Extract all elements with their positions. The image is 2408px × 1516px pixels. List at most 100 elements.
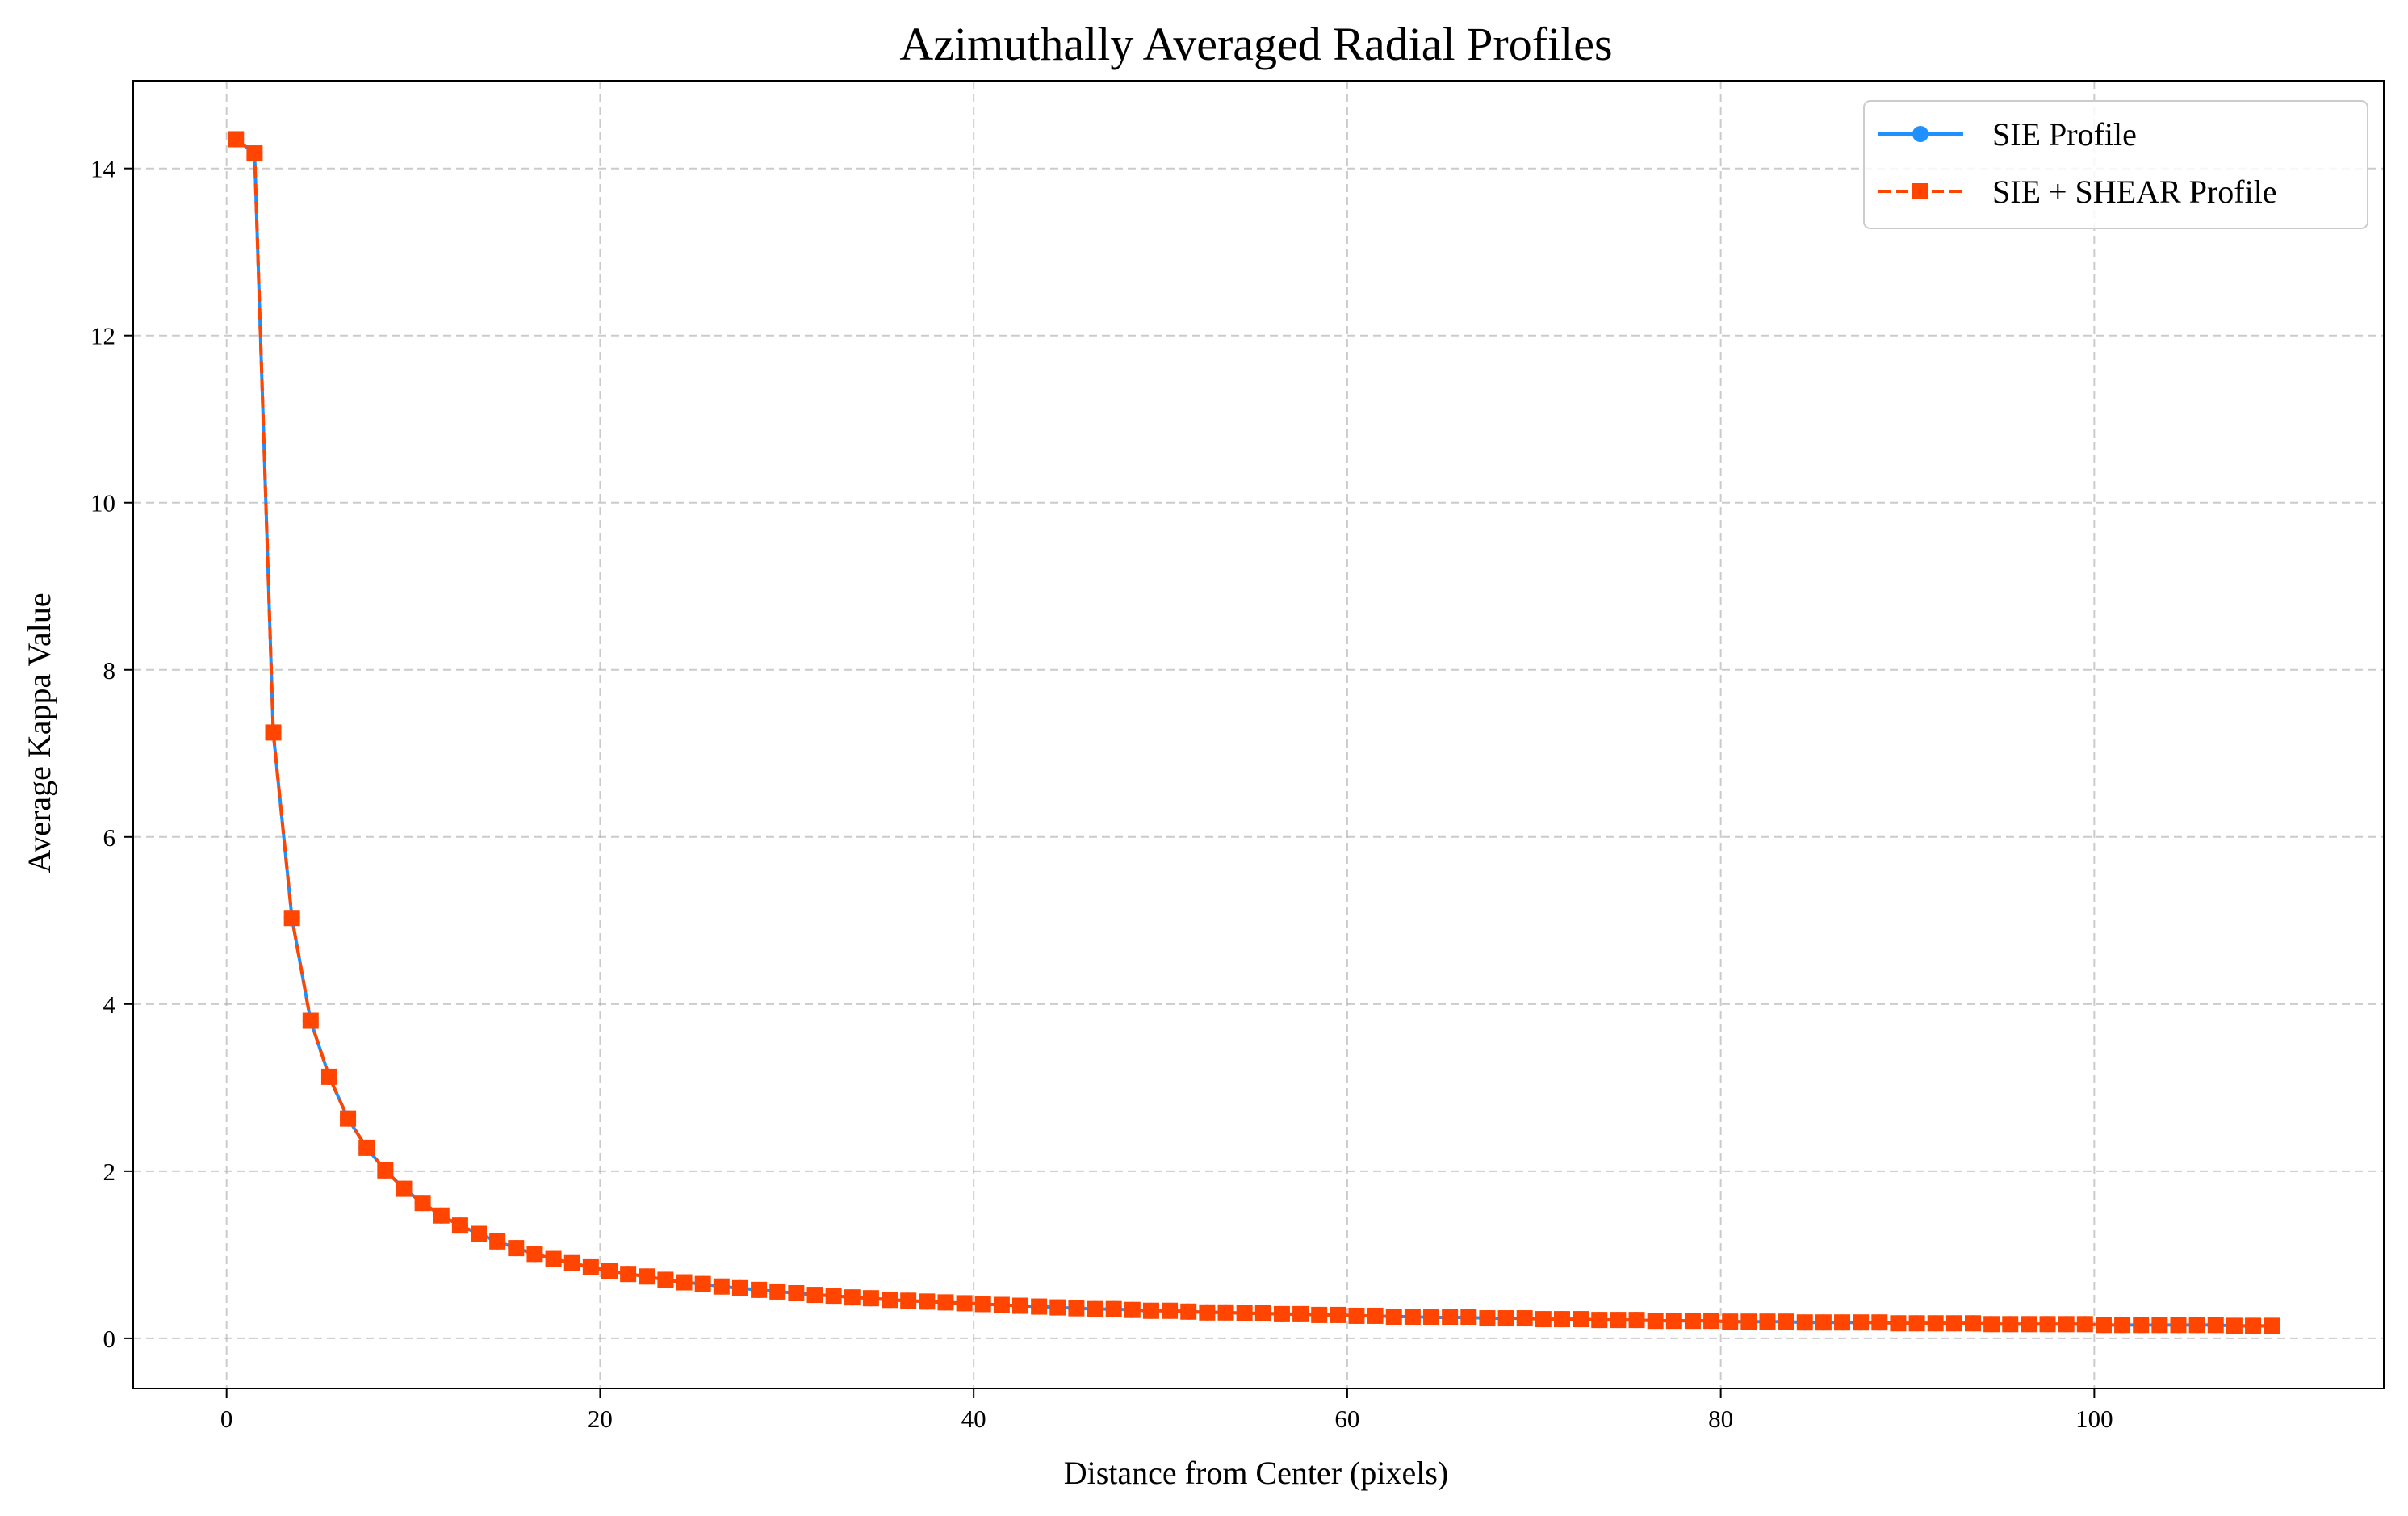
plot-area <box>228 131 2280 1334</box>
data-point <box>1348 1307 1365 1324</box>
data-point <box>2188 1317 2205 1334</box>
data-point <box>769 1283 786 1300</box>
data-point <box>862 1290 879 1307</box>
data-point <box>302 1012 319 1029</box>
y-tick-label: 12 <box>90 322 115 350</box>
data-point <box>1442 1309 1459 1326</box>
data-point <box>2264 1317 2280 1334</box>
data-point <box>1778 1313 1794 1330</box>
data-point <box>1330 1306 1346 1323</box>
legend-marker-circle-icon <box>1912 126 1928 142</box>
data-point <box>900 1292 917 1309</box>
series-sie <box>228 131 2280 1334</box>
data-point <box>806 1287 823 1304</box>
data-point <box>1012 1297 1029 1314</box>
series-sie-shear <box>228 131 2280 1334</box>
data-point <box>1853 1314 1870 1331</box>
data-point <box>676 1274 693 1291</box>
legend-entry-sie-shear: SIE + SHEAR Profile <box>1878 174 2277 210</box>
y-axis-label: Average Kappa Value <box>21 593 57 873</box>
data-point <box>414 1195 431 1212</box>
y-tick-label: 14 <box>90 155 116 183</box>
data-point <box>2076 1316 2093 1333</box>
data-point <box>1124 1301 1141 1318</box>
data-point <box>1684 1313 1701 1330</box>
data-point <box>919 1293 936 1310</box>
data-point <box>937 1294 954 1311</box>
data-point <box>1273 1305 1290 1322</box>
data-point <box>1908 1315 1925 1332</box>
data-point <box>2058 1316 2075 1333</box>
legend-box <box>1863 100 2368 229</box>
data-point <box>788 1284 805 1301</box>
data-point <box>1199 1304 1216 1321</box>
data-point <box>1385 1308 1402 1325</box>
data-point <box>2114 1317 2131 1334</box>
data-point <box>620 1266 637 1283</box>
data-point <box>340 1110 357 1127</box>
data-point <box>471 1225 488 1242</box>
data-point <box>377 1162 394 1179</box>
legend-label-sie-shear: SIE + SHEAR Profile <box>1992 174 2277 210</box>
data-point <box>2021 1316 2037 1333</box>
data-point <box>563 1254 580 1271</box>
data-point <box>246 145 263 162</box>
data-point <box>1162 1302 1179 1319</box>
data-point <box>1871 1314 1888 1331</box>
data-point <box>1516 1310 1533 1327</box>
data-point <box>1964 1315 1981 1332</box>
data-point <box>1759 1313 1776 1330</box>
data-point <box>639 1268 655 1285</box>
data-point <box>1497 1310 1514 1327</box>
data-point <box>1031 1298 1048 1315</box>
data-point <box>2133 1317 2150 1334</box>
data-point <box>582 1258 599 1275</box>
data-point <box>2095 1317 2112 1334</box>
y-tick-label: 2 <box>103 1158 116 1186</box>
data-point <box>1105 1300 1122 1317</box>
x-tick-label: 20 <box>588 1405 613 1433</box>
data-point <box>2226 1317 2243 1334</box>
data-point <box>1142 1302 1159 1319</box>
data-point <box>1945 1315 1962 1332</box>
data-point <box>545 1250 562 1267</box>
data-point <box>1740 1313 1757 1330</box>
y-tick-label: 8 <box>103 656 116 685</box>
data-point <box>1610 1312 1627 1329</box>
data-point <box>1983 1316 2000 1333</box>
data-point <box>1553 1311 1570 1328</box>
data-point <box>882 1292 898 1309</box>
x-tick-label: 60 <box>1334 1405 1359 1433</box>
data-point <box>526 1246 543 1263</box>
data-point <box>601 1263 618 1279</box>
data-point <box>1573 1311 1589 1328</box>
data-point <box>1068 1300 1085 1317</box>
data-point <box>1815 1314 1832 1331</box>
data-point <box>2039 1316 2056 1333</box>
data-point <box>1927 1315 1944 1332</box>
data-point <box>1628 1312 1645 1329</box>
data-point <box>2207 1317 2224 1334</box>
legend: SIE Profile SIE + SHEAR Profile <box>1863 100 2368 229</box>
data-point <box>1367 1307 1384 1324</box>
x-tick-label: 100 <box>2075 1405 2113 1433</box>
data-point <box>1665 1313 1682 1330</box>
data-point <box>1292 1305 1309 1322</box>
y-tick-label: 6 <box>103 823 116 852</box>
data-point <box>358 1139 375 1156</box>
data-point <box>956 1295 973 1312</box>
data-point <box>1591 1312 1608 1329</box>
data-point <box>1217 1304 1234 1321</box>
data-point <box>844 1289 861 1306</box>
grid-lines <box>133 81 2384 1388</box>
data-point <box>320 1068 337 1085</box>
data-point <box>751 1281 768 1298</box>
data-point <box>993 1296 1010 1313</box>
data-point <box>1254 1305 1271 1321</box>
data-point <box>657 1271 674 1288</box>
data-point <box>265 724 282 741</box>
data-point <box>1834 1314 1851 1331</box>
data-point <box>1236 1305 1253 1321</box>
data-point <box>1796 1314 1813 1331</box>
